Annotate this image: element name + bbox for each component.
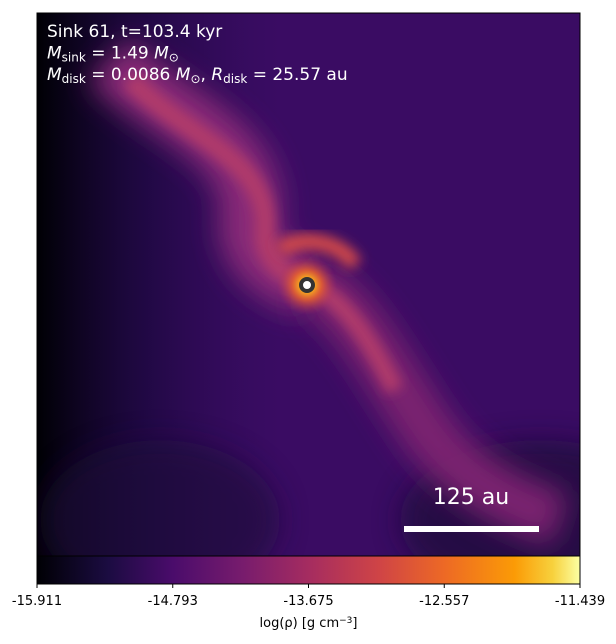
colorbar-label: log(ρ) [g cm−3] bbox=[260, 616, 358, 631]
text-part: = 25.57 au bbox=[247, 65, 347, 85]
text-part: disk bbox=[223, 72, 247, 86]
colorbar-tick-label: -11.439 bbox=[555, 594, 605, 609]
colorbar-tick-label: -12.557 bbox=[419, 594, 469, 609]
text-part: ] bbox=[352, 616, 357, 631]
density-image bbox=[37, 13, 580, 556]
annotation: Mdisk = 0.0086 M⊙, Rdisk = 25.57 au bbox=[47, 65, 348, 86]
text-part: = 1.49 bbox=[86, 44, 154, 64]
colorbar bbox=[36, 555, 581, 585]
text-part: ⊙ bbox=[190, 72, 200, 86]
text-part: sink bbox=[62, 51, 86, 65]
text-part: M bbox=[176, 65, 191, 85]
text-part: Sink 61, t=103.4 kyr bbox=[47, 22, 222, 42]
text-part: log(ρ) [g cm bbox=[260, 616, 340, 631]
text-part: M bbox=[47, 65, 62, 85]
annotation: Sink 61, t=103.4 kyr bbox=[47, 22, 222, 42]
text-part: = 0.0086 bbox=[86, 65, 176, 85]
text-part: R bbox=[211, 65, 223, 85]
text-part: −3 bbox=[339, 616, 352, 626]
text-part: M bbox=[47, 44, 62, 64]
colorbar-tick-label: -15.911 bbox=[12, 594, 62, 609]
scale-bar-label: 125 au bbox=[433, 485, 509, 510]
text-part: disk bbox=[62, 72, 86, 86]
colorbar-tick-label: -14.793 bbox=[148, 594, 198, 609]
text-part: ⊙ bbox=[169, 51, 179, 65]
annotation: Msink = 1.49 M⊙ bbox=[47, 44, 179, 65]
colorbar-tick-label: -13.675 bbox=[283, 594, 333, 609]
text-part: , bbox=[201, 65, 212, 85]
text-part: M bbox=[154, 44, 169, 64]
